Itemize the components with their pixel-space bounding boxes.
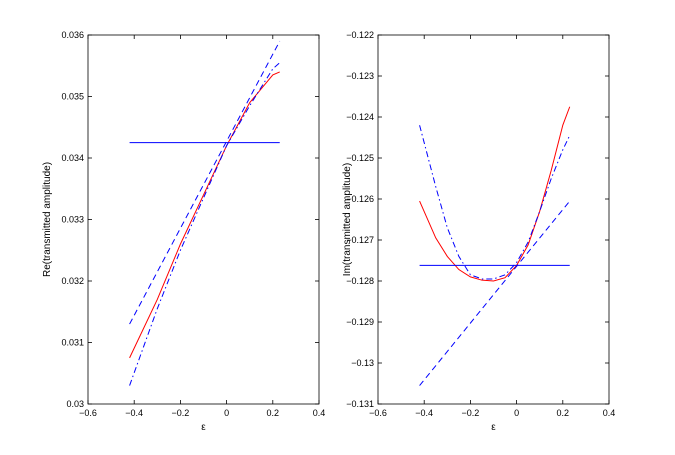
y-tick-label: 0.035 bbox=[61, 92, 84, 102]
y-tick-label: −0.127 bbox=[346, 235, 374, 245]
x-tick-label: −0.6 bbox=[369, 408, 387, 418]
y-tick-label: −0.125 bbox=[346, 153, 374, 163]
y-tick-label: 0.033 bbox=[61, 215, 84, 225]
re-amplitude-panel: −0.6 −0.4 −0.2 0 0.2 0.4 0.03 0.031 0.032 0.033 0.… bbox=[42, 30, 325, 433]
x-tick-label: −0.2 bbox=[462, 408, 480, 418]
y-tick-label: −0.126 bbox=[346, 194, 374, 204]
series-dash-dot-line bbox=[419, 125, 571, 280]
y-tick-label: 0.03 bbox=[66, 399, 84, 409]
x-tick-label: 0.2 bbox=[557, 408, 570, 418]
y-tick-label: −0.131 bbox=[346, 399, 374, 409]
series-dash-dot-line bbox=[129, 62, 281, 386]
y-tick-label: 0.031 bbox=[61, 338, 84, 348]
y-axis-label: Re(transmitted amplitude) bbox=[42, 162, 53, 277]
series-solid-line bbox=[129, 71, 280, 359]
y-tick-label: 0.032 bbox=[61, 276, 84, 286]
y-axis-label: Im(transmitted amplitude) bbox=[342, 163, 353, 276]
y-tick-label: −0.124 bbox=[346, 112, 374, 122]
y-tick-label: −0.129 bbox=[346, 317, 374, 327]
im-amplitude-panel: −0.6 −0.4 −0.2 0 0.2 0.4 −0.131 −0.13 −0.129 −0.1… bbox=[342, 30, 615, 433]
y-tick-label: −0.122 bbox=[346, 30, 374, 40]
x-tick-label: −0.4 bbox=[125, 408, 143, 418]
x-tick-label: 0 bbox=[224, 408, 229, 418]
y-tick-label: −0.123 bbox=[346, 71, 374, 81]
axes-box bbox=[377, 34, 610, 405]
y-tick-label: −0.128 bbox=[346, 276, 374, 286]
series-solid-line bbox=[419, 106, 571, 282]
x-axis-label: ε bbox=[491, 422, 496, 433]
x-tick-label: −0.6 bbox=[79, 408, 97, 418]
x-tick-label: −0.2 bbox=[172, 408, 190, 418]
series-dashed-line bbox=[129, 40, 281, 325]
x-tick-label: 0.2 bbox=[267, 408, 280, 418]
y-tick-label: 0.034 bbox=[61, 153, 84, 163]
x-tick-label: 0.4 bbox=[313, 408, 326, 418]
x-tick-label: −0.4 bbox=[415, 408, 433, 418]
y-tick-label: −0.13 bbox=[351, 358, 374, 368]
x-axis-label: ε bbox=[201, 422, 206, 433]
x-tick-label: 0.4 bbox=[603, 408, 616, 418]
y-tick-label: 0.036 bbox=[61, 30, 84, 40]
x-tick-label: 0 bbox=[514, 408, 519, 418]
